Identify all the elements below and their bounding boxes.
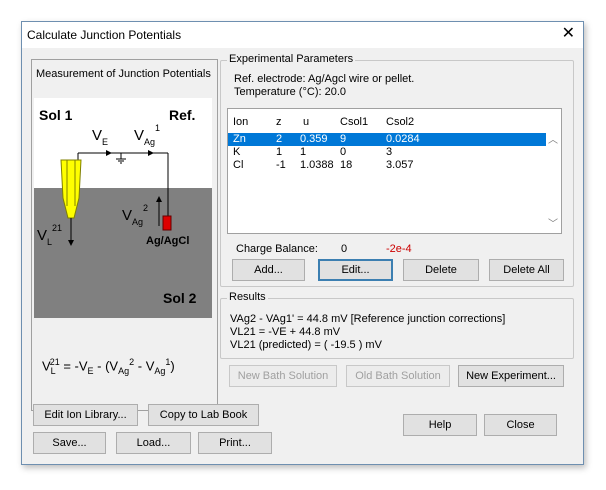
table-row[interactable]: K 1 1 0 3: [233, 146, 393, 158]
ion-list[interactable]: Ion z u Csol1 Csol2 Zn 2 0.359 9 0.0284 …: [227, 108, 562, 234]
ag-agcl-electrode: [162, 215, 172, 231]
vag2-label: VAg2: [122, 203, 148, 227]
results-group: Results VAg2 - VAg1' = 44.8 mV [Referenc…: [220, 291, 574, 359]
scroll-up-icon[interactable]: ︿: [548, 135, 558, 146]
title-bar[interactable]: Calculate Junction Potentials ✕: [22, 22, 583, 48]
table-row[interactable]: Zn 2 0.359 9 0.0284: [228, 133, 546, 146]
charge-balance-error: -2e-4: [386, 243, 412, 255]
delete-ion-button[interactable]: Delete: [403, 259, 479, 281]
temperature-text: Temperature (°C): 20.0: [234, 86, 346, 98]
diagram-panel: Measurement of Junction Potentials: [31, 59, 218, 411]
junction-diagram: Sol 1 Ref. Sol 2 VE VAg1 VAg2 VL21 Ag/Ag…: [34, 98, 212, 318]
experimental-legend: Experimental Parameters: [227, 53, 356, 65]
experimental-parameters-group: Experimental Parameters Ref. electrode: …: [220, 53, 574, 287]
col-header-u: u: [303, 116, 310, 128]
copy-to-lab-book-button[interactable]: Copy to Lab Book: [148, 404, 259, 426]
ref-electrode-text: Ref. electrode: Ag/Agcl wire or pellet.: [234, 73, 415, 85]
edit-ion-button[interactable]: Edit...: [318, 259, 393, 281]
new-bath-solution-button[interactable]: New Bath Solution: [229, 365, 337, 387]
charge-balance-value: 0: [341, 243, 348, 255]
print-button[interactable]: Print...: [198, 432, 272, 454]
diagram-heading: Measurement of Junction Potentials: [36, 68, 211, 80]
load-button[interactable]: Load...: [116, 432, 191, 454]
results-legend: Results: [227, 291, 268, 303]
sol1-label: Sol 1: [39, 107, 73, 123]
delete-all-button[interactable]: Delete All: [489, 259, 564, 281]
charge-balance-label: Charge Balance:: [236, 243, 318, 255]
help-button[interactable]: Help: [403, 414, 477, 436]
results-line-3: VL21 (predicted) = ( -19.5 ) mV: [230, 339, 382, 351]
dialog-window: Calculate Junction Potentials ✕ Measurem…: [21, 21, 584, 465]
ve-label: VE: [92, 127, 108, 147]
electrode-label: Ag/AgCl: [146, 235, 189, 247]
vag1-label: VAg1: [134, 123, 160, 147]
vl-label: VL21: [37, 223, 62, 247]
close-button[interactable]: Close: [484, 414, 557, 436]
recording-electrode: [60, 159, 82, 219]
edit-ion-library-button[interactable]: Edit Ion Library...: [33, 404, 138, 426]
ref-label: Ref.: [169, 107, 195, 123]
sol2-region: [34, 188, 212, 318]
add-ion-button[interactable]: Add...: [232, 259, 305, 281]
save-button[interactable]: Save...: [33, 432, 106, 454]
table-row[interactable]: Cl -1 1.0388 18 3.057: [233, 159, 414, 171]
results-line-1: VAg2 - VAg1' = 44.8 mV [Reference juncti…: [230, 313, 506, 325]
sol2-label: Sol 2: [163, 290, 197, 306]
col-header-ion: Ion: [233, 116, 249, 128]
col-header-csol2: Csol2: [386, 116, 415, 128]
results-line-2: VL21 = -VE + 44.8 mV: [230, 326, 341, 338]
close-icon[interactable]: ✕: [561, 25, 575, 42]
window-title: Calculate Junction Potentials: [27, 28, 182, 42]
col-header-csol1: Csol1: [340, 116, 369, 128]
scroll-down-icon[interactable]: ﹀: [548, 219, 558, 230]
equation: VL21 = -VE - (VAg2 - VAg1): [42, 357, 175, 376]
col-header-z: z: [276, 116, 282, 128]
old-bath-solution-button[interactable]: Old Bath Solution: [346, 365, 450, 387]
new-experiment-button[interactable]: New Experiment...: [458, 365, 564, 387]
